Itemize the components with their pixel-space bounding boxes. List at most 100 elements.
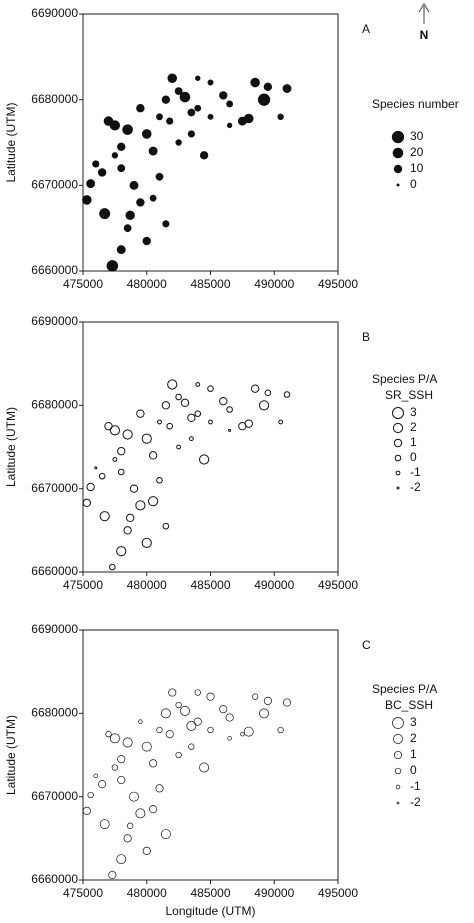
legend-subtitle: BC_SSH <box>385 698 433 712</box>
bubble <box>179 91 191 103</box>
x-tick-label: 480000 <box>127 578 167 592</box>
bubble <box>161 401 171 410</box>
bubble <box>136 104 145 113</box>
bubble <box>175 701 182 709</box>
bubble <box>99 511 110 522</box>
bubble <box>282 698 292 707</box>
bubble <box>250 77 260 88</box>
y-tick-label: 6670000 <box>31 789 78 803</box>
x-tick-label: 475000 <box>63 277 103 291</box>
bubble <box>117 164 126 173</box>
bubble <box>122 124 133 135</box>
bubble <box>207 385 214 392</box>
bubble <box>162 522 170 530</box>
bubble <box>149 194 157 202</box>
bubble <box>226 122 233 129</box>
bubble <box>207 113 214 120</box>
north-arrow <box>418 3 430 24</box>
x-tick-label: 490000 <box>254 578 294 592</box>
bubble <box>92 160 100 168</box>
bubble <box>206 692 215 701</box>
bubble <box>141 129 152 139</box>
bubble <box>207 79 214 86</box>
bubble <box>142 846 151 855</box>
legend-title: Species P/A <box>372 682 437 696</box>
legend-symbol <box>395 784 401 790</box>
bubble <box>93 773 98 779</box>
bubble <box>129 791 139 802</box>
bubble <box>86 482 95 492</box>
legend-symbol <box>394 454 402 462</box>
legend-symbol <box>395 470 401 476</box>
bubble <box>175 139 182 146</box>
legend-label: 0 <box>410 450 417 464</box>
bubble <box>277 113 284 121</box>
bubble <box>123 224 132 233</box>
legend-label: 2 <box>410 731 417 745</box>
bubble <box>283 391 291 398</box>
bubble <box>148 451 158 460</box>
y-tick-label: 6660000 <box>31 872 78 886</box>
legend-label: -2 <box>410 480 421 494</box>
bubble <box>117 446 126 456</box>
bubble <box>138 719 143 724</box>
plot-frame <box>82 13 339 272</box>
bubble <box>227 736 232 741</box>
legend-symbol <box>391 130 405 144</box>
legend-label: -1 <box>410 779 421 793</box>
plot-frame <box>82 629 339 881</box>
bubble <box>149 759 158 768</box>
bubble <box>258 400 270 411</box>
legend-symbol <box>393 750 403 760</box>
bubble <box>136 409 145 418</box>
bubble <box>109 425 120 436</box>
bubble <box>175 751 182 759</box>
bubble <box>225 713 234 722</box>
bubble <box>82 806 91 815</box>
bubble <box>180 705 190 716</box>
bubble <box>187 130 195 138</box>
bubble <box>167 379 178 390</box>
legend-label: 1 <box>410 747 417 761</box>
legend-symbol <box>393 164 403 174</box>
bubble <box>123 526 132 535</box>
x-tick-label: 485000 <box>190 277 230 291</box>
legend-symbol <box>392 422 404 434</box>
bubble <box>142 236 151 246</box>
bubble <box>111 764 119 771</box>
panel-letter: A <box>362 22 370 36</box>
bubble <box>264 389 272 397</box>
bubble <box>194 410 202 417</box>
bubble <box>122 737 133 748</box>
y-tick-label: 6670000 <box>31 178 78 192</box>
bubble <box>180 398 190 408</box>
bubble <box>82 195 92 205</box>
bubble <box>219 705 228 714</box>
bubble <box>157 419 162 425</box>
legend-label: -2 <box>410 795 421 809</box>
legend-label: -1 <box>410 465 421 479</box>
bubble <box>105 731 112 738</box>
bubble <box>98 780 107 789</box>
bubble <box>195 382 201 387</box>
legend-title: Species P/A <box>372 372 437 386</box>
bubble <box>125 513 135 523</box>
x-tick-label: 495000 <box>318 277 358 291</box>
legend-label: 30 <box>410 129 424 143</box>
bubble <box>116 245 126 255</box>
bubble <box>99 208 111 220</box>
bubble <box>259 708 269 719</box>
legend-symbol <box>396 801 400 805</box>
bubble <box>207 726 214 734</box>
x-tick-label: 495000 <box>318 886 358 900</box>
bubble <box>165 730 174 739</box>
bubble <box>195 75 201 81</box>
bubble <box>208 419 213 425</box>
y-axis-label: Latitude (UTM) <box>4 715 18 795</box>
bubble <box>116 546 127 557</box>
y-tick-label: 6670000 <box>31 481 78 495</box>
x-tick-label: 475000 <box>63 578 103 592</box>
legend-title: Species number <box>372 97 459 111</box>
bubble <box>129 484 139 493</box>
bubble <box>228 428 232 432</box>
